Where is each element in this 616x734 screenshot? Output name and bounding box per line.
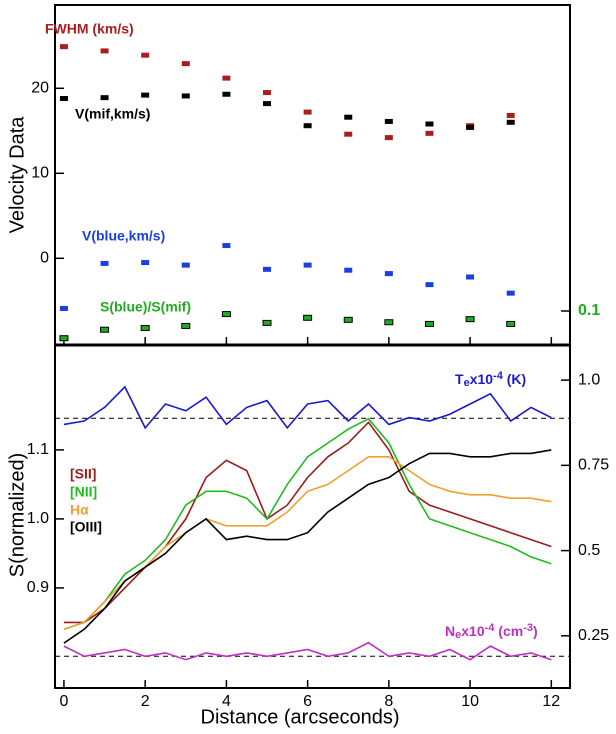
data-point <box>262 319 272 326</box>
data-point <box>222 243 231 249</box>
data-point <box>141 260 150 266</box>
data-point <box>181 93 190 99</box>
data-point <box>263 101 272 107</box>
x-tick-label: 0 <box>59 693 68 710</box>
data-point <box>59 305 68 311</box>
series-label: [OIII] <box>70 519 102 535</box>
data-point <box>344 114 353 120</box>
series-label: V(mif,km/s) <box>75 106 150 122</box>
label-part: x10 <box>470 371 494 387</box>
y2-tick-label: 0.1 <box>578 302 600 319</box>
x-tick-label: 6 <box>303 693 312 710</box>
y-axis-title: S(normalized) <box>6 453 28 577</box>
y-tick-label: 20 <box>31 80 49 97</box>
data-point <box>506 320 516 327</box>
series-line <box>63 385 552 430</box>
y-tick-label: 0.9 <box>27 579 49 596</box>
data-point <box>344 267 353 273</box>
y-tick-label: 1.0 <box>27 510 49 527</box>
data-point <box>344 131 353 137</box>
data-point <box>100 260 109 266</box>
y-tick-label: 0 <box>40 250 49 267</box>
y-tick-label: 1.1 <box>27 441 49 458</box>
data-point <box>303 109 312 115</box>
data-point <box>466 124 475 130</box>
data-point <box>59 335 69 342</box>
label-part: e <box>464 377 470 389</box>
data-point <box>303 123 312 129</box>
series-label: V(blue,km/s) <box>82 228 165 244</box>
data-point <box>59 96 68 101</box>
data-point <box>100 48 109 54</box>
data-point <box>506 113 515 118</box>
x-tick-label: 8 <box>384 693 393 710</box>
data-point <box>425 130 434 136</box>
x-tick-label: 12 <box>542 693 560 710</box>
data-point <box>222 75 231 81</box>
data-point <box>59 44 68 50</box>
y2-tick-label: 1.0 <box>578 371 600 388</box>
data-point <box>343 316 353 323</box>
label-part: -4 <box>485 622 496 634</box>
data-point <box>263 266 272 272</box>
label-part: x10 <box>461 623 485 639</box>
y2-tick-label: 0.5 <box>578 542 600 559</box>
data-point <box>141 52 150 58</box>
series-line <box>63 449 552 644</box>
label-part: ) <box>533 623 538 639</box>
y2-tick-label: 0.75 <box>578 457 609 474</box>
data-point <box>303 314 313 321</box>
label-part: N <box>445 623 455 639</box>
label-part: (cm <box>494 623 523 639</box>
data-point <box>303 262 312 268</box>
y-tick-label: 10 <box>31 165 49 182</box>
series-label: [SII] <box>70 466 96 482</box>
data-point <box>141 92 150 98</box>
data-point <box>506 290 515 296</box>
series-label: [NII] <box>70 484 97 500</box>
label-part: (K) <box>503 371 526 387</box>
data-point <box>181 322 191 329</box>
data-point <box>221 311 231 318</box>
data-point <box>222 91 231 97</box>
data-point <box>425 282 434 288</box>
data-point <box>181 262 190 268</box>
series-label: FWHM (km/s) <box>45 21 134 37</box>
data-point <box>466 274 475 280</box>
data-point <box>425 121 434 127</box>
series-line <box>63 421 552 624</box>
y2-tick-label: 0.25 <box>578 627 609 644</box>
series-label: S(blue)/S(mif) <box>100 299 191 315</box>
x-axis-title: Distance (arcseconds) <box>201 706 400 728</box>
data-point <box>384 118 393 124</box>
x-tick-label: 10 <box>461 693 479 710</box>
x-tick-label: 2 <box>141 693 150 710</box>
label-part: T <box>455 371 464 387</box>
data-point <box>384 319 394 326</box>
y-axis-title: Velocity Data <box>6 116 28 234</box>
series-line <box>63 417 552 631</box>
series-label: Nex10-4 (cm-3) <box>445 622 538 642</box>
data-point <box>384 135 393 141</box>
label-part: e <box>455 629 461 641</box>
data-point <box>181 61 190 67</box>
series-line <box>63 456 552 631</box>
series-label: Hα <box>70 502 89 518</box>
series-line <box>63 641 552 661</box>
data-point <box>140 325 150 331</box>
label-part: -3 <box>523 622 533 634</box>
data-point <box>384 271 393 277</box>
data-point <box>465 316 475 323</box>
x-tick-label: 4 <box>222 693 231 710</box>
data-point <box>100 326 110 333</box>
data-point <box>263 90 272 96</box>
series-label: Tex10-4 (K) <box>455 370 526 390</box>
data-point <box>424 320 434 327</box>
data-point <box>100 95 109 101</box>
label-part: -4 <box>493 370 504 382</box>
data-point <box>506 119 515 125</box>
